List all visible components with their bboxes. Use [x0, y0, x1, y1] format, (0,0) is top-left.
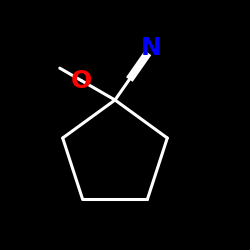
- Text: O: O: [71, 68, 92, 92]
- Text: N: N: [141, 36, 162, 60]
